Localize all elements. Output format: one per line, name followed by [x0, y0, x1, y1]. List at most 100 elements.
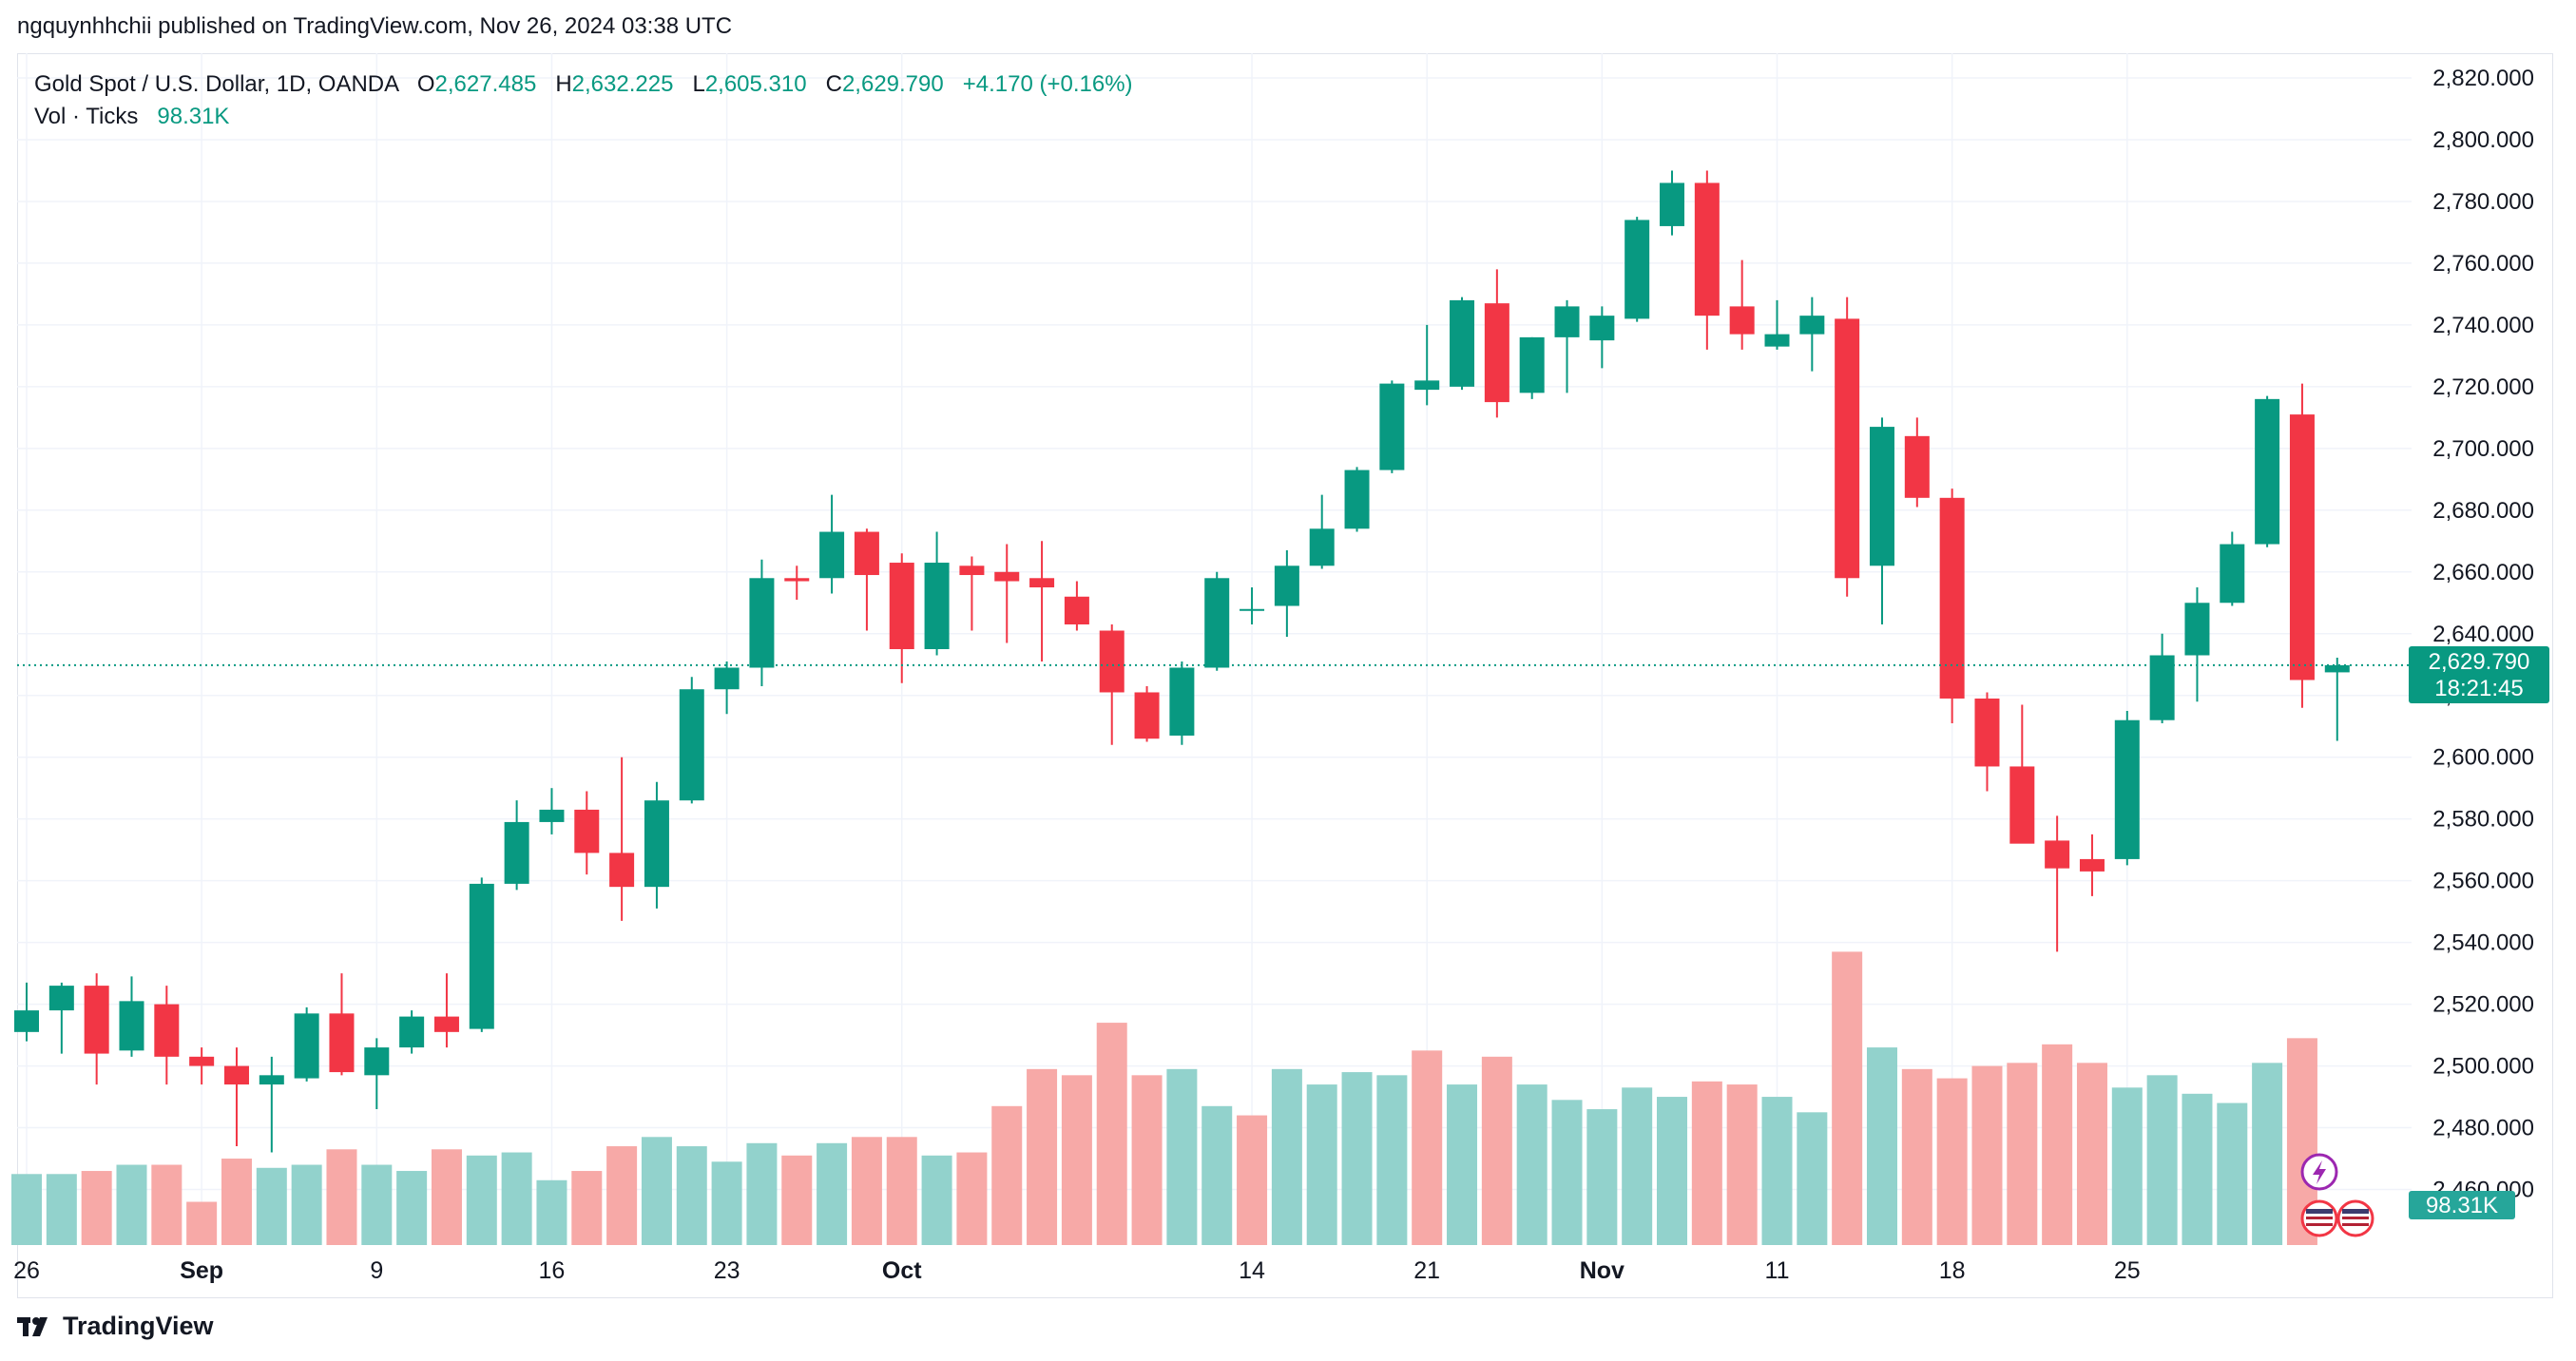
volume-bar	[1061, 1075, 1092, 1245]
candle-body[interactable]	[644, 800, 669, 888]
candle-body[interactable]	[1309, 528, 1335, 566]
volume-bar	[886, 1137, 917, 1245]
price-tick-label: 2,480.000	[2432, 1116, 2534, 1141]
candle-body[interactable]	[2114, 719, 2140, 859]
candle-body[interactable]	[1660, 182, 1685, 226]
candle-body[interactable]	[154, 1004, 180, 1057]
candle-body[interactable]	[1519, 336, 1545, 393]
candle-body[interactable]	[994, 571, 1020, 582]
published-header: ngquynhhchii published on TradingView.co…	[17, 13, 733, 39]
candle-body[interactable]	[1134, 692, 1160, 739]
candle-body[interactable]	[889, 563, 914, 649]
candle-body[interactable]	[84, 986, 109, 1054]
volume-bar	[11, 1174, 42, 1245]
candle-body[interactable]	[469, 883, 494, 1029]
candle-body[interactable]	[504, 821, 529, 884]
candle-body[interactable]	[1169, 667, 1195, 736]
candle-body[interactable]	[1414, 380, 1440, 391]
candle-body[interactable]	[1974, 698, 2000, 767]
candle-body[interactable]	[2324, 664, 2350, 673]
volume-bar	[1832, 951, 1863, 1245]
price-tick-label: 2,660.000	[2432, 560, 2534, 585]
candle-body[interactable]	[1274, 565, 1299, 606]
candle-body[interactable]	[1379, 383, 1405, 470]
candle-body[interactable]	[2045, 840, 2070, 869]
candle-body[interactable]	[749, 578, 775, 668]
volume-bar	[2252, 1063, 2283, 1245]
candle-body[interactable]	[119, 1001, 144, 1051]
candle-body[interactable]	[1589, 316, 1615, 341]
candle-body[interactable]	[1764, 334, 1790, 347]
candle-body[interactable]	[1835, 318, 1860, 579]
candle-body[interactable]	[2079, 858, 2105, 872]
volume-bar	[116, 1164, 147, 1245]
candle-body[interactable]	[2289, 414, 2315, 680]
volume-bar	[606, 1146, 638, 1245]
volume-bar	[81, 1171, 112, 1245]
candle-body[interactable]	[1939, 497, 1965, 699]
candle-body[interactable]	[819, 531, 845, 579]
candle-body[interactable]	[924, 563, 950, 649]
candle-body[interactable]	[1624, 220, 1650, 319]
candle-body[interactable]	[1029, 578, 1055, 588]
candle-body[interactable]	[679, 689, 704, 801]
candle-body[interactable]	[1904, 435, 1930, 498]
symbol-title[interactable]: Gold Spot / U.S. Dollar, 1D, OANDA	[34, 71, 398, 97]
candle-body[interactable]	[574, 809, 600, 853]
candle-body[interactable]	[2255, 398, 2280, 545]
candle-body[interactable]	[1064, 596, 1089, 625]
volume-bar	[1797, 1112, 1828, 1245]
candle-body[interactable]	[609, 853, 635, 888]
volume-bar	[1901, 1068, 1932, 1245]
footer: TradingView	[17, 1312, 214, 1341]
candle-body[interactable]	[784, 578, 810, 582]
candle-body[interactable]	[1484, 303, 1509, 403]
volume-bar	[956, 1152, 988, 1245]
volume-bar	[711, 1161, 742, 1245]
candle-body[interactable]	[1450, 299, 1475, 387]
candle-body[interactable]	[1240, 608, 1265, 611]
candle-body[interactable]	[714, 667, 740, 690]
candle-body[interactable]	[1344, 470, 1370, 529]
candle-body[interactable]	[294, 1013, 319, 1079]
candle-body[interactable]	[1799, 316, 1825, 335]
volume-bar	[921, 1155, 952, 1245]
candle-body[interactable]	[539, 809, 565, 822]
volume-bar	[2042, 1044, 2073, 1245]
time-tick-label: 14	[1239, 1257, 1265, 1284]
volume-bar	[1866, 1047, 1897, 1245]
price-tick-label: 2,700.000	[2432, 436, 2534, 462]
candle-body[interactable]	[189, 1056, 215, 1066]
candle-body[interactable]	[1869, 427, 1894, 566]
volume-bar	[781, 1155, 813, 1245]
volume-bar	[431, 1149, 462, 1245]
last-price-badge	[2409, 646, 2549, 703]
volume-bar	[1622, 1087, 1653, 1245]
candle-body[interactable]	[364, 1047, 390, 1076]
candle-body[interactable]	[329, 1013, 355, 1073]
candle-body[interactable]	[259, 1075, 284, 1085]
volume-bar	[1412, 1050, 1443, 1245]
candle-body[interactable]	[2184, 603, 2210, 656]
candle-body[interactable]	[433, 1016, 459, 1032]
candle-body[interactable]	[399, 1016, 425, 1048]
candle-body[interactable]	[48, 986, 74, 1011]
volume-bar	[817, 1142, 848, 1245]
brand-name[interactable]: TradingView	[63, 1312, 214, 1340]
candle-body[interactable]	[1694, 182, 1720, 316]
candle-body[interactable]	[854, 531, 879, 576]
open-label: O	[416, 71, 435, 97]
volume-label[interactable]: Vol · Ticks	[34, 104, 139, 129]
volume-bar	[1237, 1115, 1268, 1245]
volume-bar	[746, 1142, 778, 1245]
candle-body[interactable]	[223, 1065, 249, 1085]
candle-body[interactable]	[1099, 630, 1125, 693]
candle-body[interactable]	[2009, 766, 2035, 844]
candle-body[interactable]	[14, 1010, 39, 1032]
candle-body[interactable]	[2220, 544, 2245, 604]
candle-body[interactable]	[1554, 306, 1580, 337]
candle-body[interactable]	[1204, 578, 1230, 668]
candle-body[interactable]	[959, 565, 985, 576]
candle-body[interactable]	[1729, 306, 1755, 335]
